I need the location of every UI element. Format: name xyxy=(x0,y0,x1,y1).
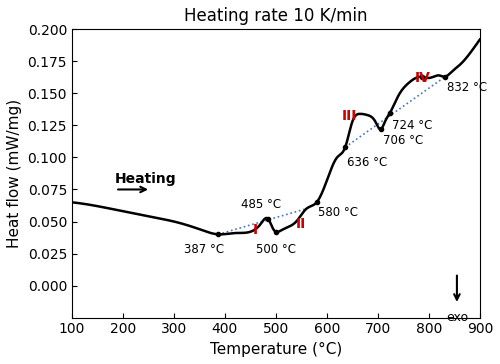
X-axis label: Temperature (°C): Temperature (°C) xyxy=(210,342,342,357)
Text: 500 °C: 500 °C xyxy=(256,243,296,256)
Text: I: I xyxy=(253,223,258,237)
Text: II: II xyxy=(296,217,306,231)
Text: 706 °C: 706 °C xyxy=(383,134,423,147)
Text: 636 °C: 636 °C xyxy=(348,156,388,169)
Text: Heating: Heating xyxy=(115,171,177,186)
Text: exo: exo xyxy=(446,311,468,324)
Text: 832 °C: 832 °C xyxy=(446,80,487,94)
Text: 724 °C: 724 °C xyxy=(392,119,432,132)
Text: 580 °C: 580 °C xyxy=(318,206,358,219)
Title: Heating rate 10 K/min: Heating rate 10 K/min xyxy=(184,7,368,25)
Text: 485 °C: 485 °C xyxy=(240,198,281,211)
Y-axis label: Heat flow (mW/mg): Heat flow (mW/mg) xyxy=(7,99,22,248)
Text: III: III xyxy=(342,110,357,123)
Text: 387 °C: 387 °C xyxy=(184,243,224,256)
Text: IV: IV xyxy=(414,71,430,85)
